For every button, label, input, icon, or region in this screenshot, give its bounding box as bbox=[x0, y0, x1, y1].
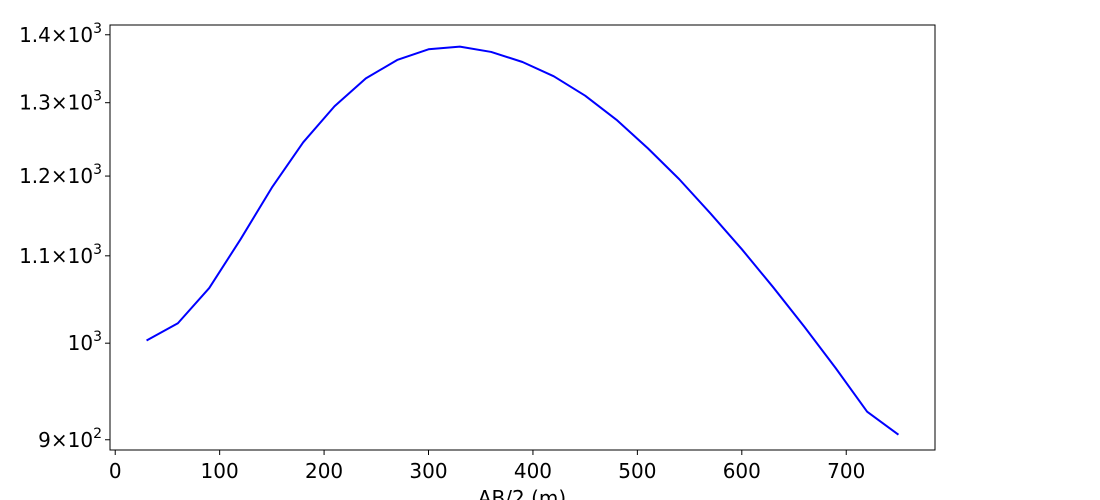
y-tick-label: 1.1×103 bbox=[19, 242, 102, 268]
x-axis-title: AB/2 (m) bbox=[478, 486, 566, 500]
x-tick-label: 300 bbox=[409, 459, 447, 483]
x-tick-label: 600 bbox=[723, 459, 761, 483]
x-tick-label: 100 bbox=[201, 459, 239, 483]
y-tick-label: 1.3×103 bbox=[19, 89, 102, 115]
x-tick-label: 0 bbox=[109, 459, 122, 483]
x-tick-label: 500 bbox=[618, 459, 656, 483]
y-tick-label: 1.4×103 bbox=[19, 21, 102, 47]
y-tick-label: 1.2×103 bbox=[19, 162, 102, 188]
plot-area-frame bbox=[109, 24, 936, 451]
series-line bbox=[146, 45, 900, 436]
x-tick-label: 700 bbox=[827, 459, 865, 483]
series-layer bbox=[146, 45, 900, 436]
x-axis-ticks: 0 100 200 300 400 500 600 700 bbox=[109, 450, 865, 483]
y-tick-label: 9×102 bbox=[38, 426, 102, 452]
x-tick-label: 200 bbox=[305, 459, 343, 483]
x-tick-label: 400 bbox=[514, 459, 552, 483]
